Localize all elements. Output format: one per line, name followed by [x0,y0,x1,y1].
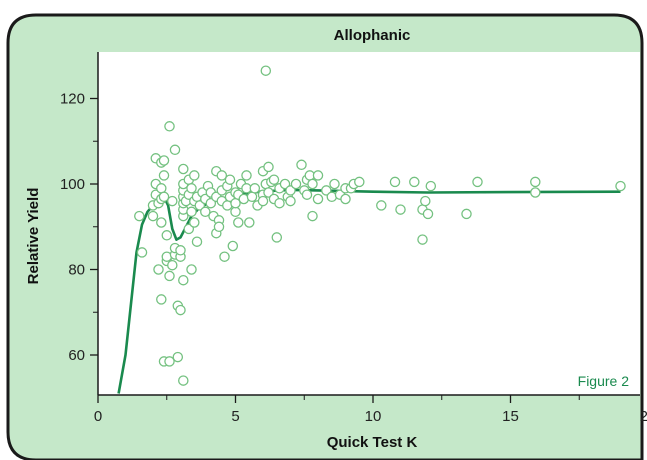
data-point [409,176,420,188]
data-point [147,210,159,222]
y-tick-label: 80 [68,262,85,279]
data-point [244,217,255,228]
data-point [296,159,307,171]
chart-title: Allophanic [334,27,411,44]
data-point [186,264,197,275]
data-point [290,178,302,190]
x-tick-label: 15 [502,408,519,425]
data-point [191,236,203,247]
data-point [158,155,170,166]
data-point [307,210,318,222]
data-point [340,193,351,205]
data-point [158,170,170,181]
data-point [175,304,186,316]
data-point [230,206,241,218]
data-point [164,121,175,132]
data-point [274,197,285,209]
data-point [213,221,225,233]
data-point [156,217,167,228]
y-axis-title: Relative Yield [25,188,42,285]
data-point [271,232,283,243]
data-point [301,189,313,200]
x-tick-label: 10 [365,408,382,425]
data-point [422,208,434,220]
data-point [172,351,184,363]
x-axis-title: Quick Test K [327,434,418,451]
data-point [134,210,145,222]
data-point [175,245,186,256]
fit-curve [117,188,621,394]
data-point [178,163,189,175]
data-point [164,356,175,367]
data-point [615,180,626,192]
axes: 0 5 10 15 20 60 80 100 120 [60,52,647,425]
data-point [136,247,148,258]
data-point [153,264,164,275]
data-point [268,174,280,185]
data-point [530,187,541,198]
data-point [354,176,365,188]
data-point [241,170,252,181]
data-point [158,191,170,203]
x-tick-label: 0 [94,408,102,425]
data-point [312,193,324,205]
data-point [167,195,178,207]
data-point [389,176,401,188]
data-point [263,161,274,173]
data-point [186,206,197,218]
data-point [189,217,200,228]
data-point [224,174,236,185]
data-point [263,187,274,198]
data-point [420,195,431,207]
plot-area [98,52,640,395]
x-tick-label: 5 [231,408,239,425]
data-point [161,230,173,241]
data-point [233,217,244,228]
data-point [257,195,269,207]
data-point [249,183,261,194]
data-point [395,204,406,215]
data-point [156,183,167,194]
data-point [472,176,483,188]
data-point [417,234,428,245]
y-tick-label: 100 [60,176,85,193]
data-point [164,270,175,282]
data-point [307,178,318,190]
data-point [200,206,211,218]
data-point [285,195,296,207]
data-point [530,176,541,188]
data-point [219,251,230,262]
x-tick-label: 20 [640,408,647,425]
data-point [329,178,340,190]
data-point [169,144,181,156]
data-point [167,259,178,271]
y-tick-label: 60 [68,347,85,364]
figure-label: Figure 2 [578,373,630,389]
data-point [178,375,189,386]
data-point [186,183,197,194]
data-point [312,170,324,181]
data-point [260,65,272,76]
data-point [216,170,228,181]
data-point [376,200,387,211]
scatter-points [134,65,626,386]
data-point [461,208,472,220]
data-point [425,180,437,192]
data-point [189,170,200,181]
fit-curve-layer [117,188,621,394]
data-point [246,191,258,203]
data-point [178,274,189,286]
data-point [227,240,239,252]
y-tick-label: 120 [60,91,85,108]
data-point [156,294,167,305]
